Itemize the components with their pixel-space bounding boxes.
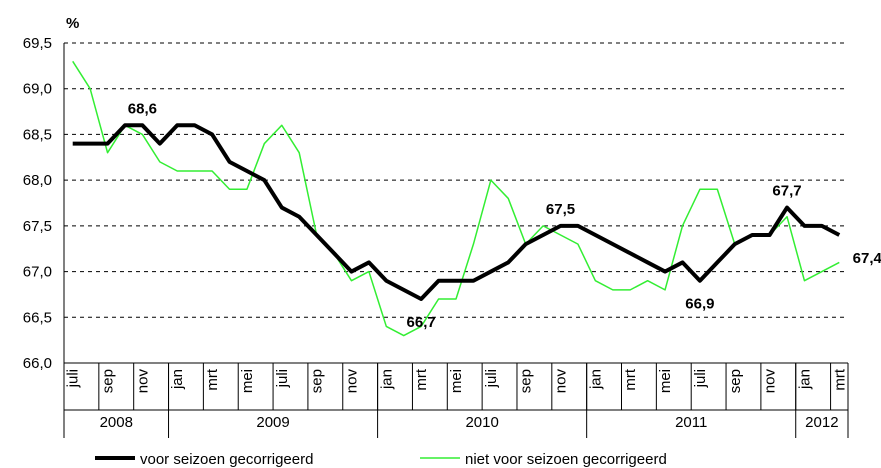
value-label: 67,7 xyxy=(772,183,801,200)
x-tick-label: sep xyxy=(727,369,744,393)
value-label: 66,7 xyxy=(407,314,436,331)
x-tick-label: juli xyxy=(483,369,500,388)
year-label: 2012 xyxy=(805,414,838,431)
value-label: 67,5 xyxy=(546,201,575,218)
x-tick-label: jan xyxy=(796,369,813,390)
x-tick-label: juli xyxy=(692,369,709,388)
x-tick-label: juli xyxy=(65,369,82,388)
x-tick-label: mei xyxy=(448,369,465,393)
y-tick-label: 67,5 xyxy=(23,218,52,235)
y-tick-label: 68,5 xyxy=(23,126,52,143)
x-tick-label: mrt xyxy=(831,368,848,390)
x-tick-label: mrt xyxy=(413,368,430,390)
x-tick-label: mrt xyxy=(622,368,639,390)
x-tick-label: nov xyxy=(134,369,151,394)
year-label: 2009 xyxy=(256,414,289,431)
legend-label: niet voor seizoen gecorrigeerd xyxy=(465,451,667,468)
value-label: 66,9 xyxy=(685,296,714,313)
x-tick-label: mei xyxy=(239,369,256,393)
y-tick-label: 69,5 xyxy=(23,35,52,52)
x-tick-label: jan xyxy=(378,369,395,390)
x-tick-label: sep xyxy=(309,369,326,393)
series-line xyxy=(72,60,840,337)
x-tick-label: sep xyxy=(100,369,117,393)
x-tick-label: sep xyxy=(518,369,535,393)
y-tick-label: 66,0 xyxy=(23,355,52,372)
y-tick-label: 66,5 xyxy=(23,309,52,326)
value-label: 67,4 xyxy=(853,250,881,267)
series-line xyxy=(72,123,841,301)
y-tick-label: 67,0 xyxy=(23,264,52,281)
x-tick-label: jan xyxy=(587,369,604,390)
x-tick-label: nov xyxy=(343,369,360,394)
y-tick-label: 68,0 xyxy=(23,172,52,189)
year-label: 2011 xyxy=(675,414,707,431)
y-tick-label: 69,0 xyxy=(23,81,52,98)
y-unit: % xyxy=(66,15,79,32)
x-tick-label: nov xyxy=(762,369,779,394)
value-label: 68,6 xyxy=(128,100,157,117)
x-tick-label: mei xyxy=(657,369,674,393)
x-tick-label: mrt xyxy=(204,368,221,390)
x-tick-label: juli xyxy=(274,369,291,388)
year-label: 2010 xyxy=(465,414,498,431)
year-label: 2008 xyxy=(100,414,133,431)
legend-label: voor seizoen gecorrigeerd xyxy=(140,451,313,468)
x-tick-label: jan xyxy=(169,369,186,390)
x-tick-label: nov xyxy=(553,369,570,394)
